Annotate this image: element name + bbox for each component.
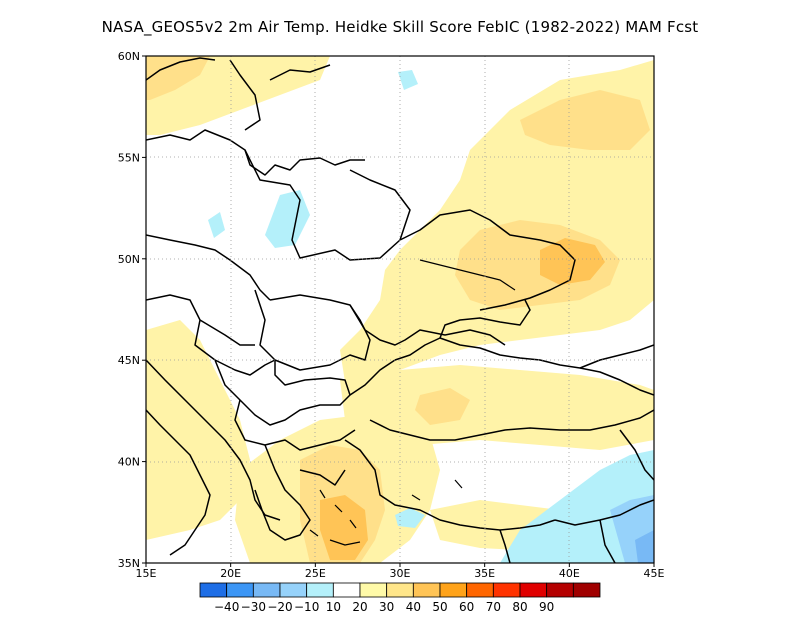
colorbar-swatch bbox=[546, 582, 574, 598]
latitude-ticks: 60N 55N 50N 45N 40N 35N bbox=[118, 50, 146, 570]
negative-area-east-turkey bbox=[500, 450, 654, 563]
negative-area-aegean-east bbox=[395, 508, 425, 528]
coastline-italy bbox=[146, 409, 211, 556]
colorbar-label: 10 bbox=[326, 600, 341, 614]
colorbar-swatch bbox=[199, 582, 228, 598]
colorbar-label: −20 bbox=[267, 600, 292, 614]
negative-area-baltic bbox=[398, 70, 418, 90]
longitude-ticks: 15E 20E 25E 30E 35E 40E 45E bbox=[136, 563, 665, 580]
coastline-scandinavia bbox=[146, 57, 331, 131]
lon-tick-label: 25E bbox=[305, 567, 326, 580]
border-russia-ukraine bbox=[399, 209, 576, 311]
colorbar-swatch bbox=[386, 582, 414, 598]
coastline-azov-crimea bbox=[439, 299, 531, 339]
colorbar-swatch bbox=[306, 582, 334, 598]
colorbar-label: 90 bbox=[539, 600, 554, 614]
colorbar-label: 30 bbox=[379, 600, 394, 614]
colorbar-swatch bbox=[279, 582, 308, 598]
lon-tick-label: 20E bbox=[220, 567, 241, 580]
colorbar-swatch bbox=[466, 582, 494, 598]
border-poland-ukraine bbox=[146, 234, 271, 301]
country-borders-layer bbox=[146, 57, 654, 563]
colorbar-label: 40 bbox=[406, 600, 421, 614]
coastline-turkey bbox=[344, 439, 556, 531]
colorbar-label: −10 bbox=[294, 600, 319, 614]
coastline-aegean-islands bbox=[309, 479, 463, 546]
colorbar-swatch bbox=[252, 582, 281, 598]
skill-area-north-upper bbox=[520, 90, 650, 150]
border-ukraine-south bbox=[269, 294, 506, 346]
map-title: NASA_GEOS5v2 2m Air Temp. Heidke Skill S… bbox=[101, 18, 699, 36]
border-lake-and-river bbox=[419, 259, 516, 291]
colorbar-swatch bbox=[572, 582, 601, 598]
coastline-baltic bbox=[146, 129, 365, 176]
colorbar-swatch bbox=[226, 582, 254, 598]
negative-area-poland bbox=[208, 212, 225, 238]
colorbar-label: 20 bbox=[352, 600, 367, 614]
coastline-adriatic bbox=[146, 359, 281, 521]
lon-tick-label: 40E bbox=[559, 567, 580, 580]
lat-tick-label: 45N bbox=[118, 354, 140, 367]
colorbar-swatch bbox=[359, 582, 388, 598]
negative-area-east-corner bbox=[635, 530, 654, 563]
colorbar-swatch bbox=[492, 582, 521, 598]
colorbar-label: 70 bbox=[486, 600, 501, 614]
lon-tick-label: 45E bbox=[644, 567, 665, 580]
lon-tick-label: 35E bbox=[474, 567, 495, 580]
lat-tick-label: 55N bbox=[118, 151, 140, 164]
colorbar-swatch bbox=[332, 582, 361, 598]
colorbar-label: −40 bbox=[214, 600, 239, 614]
colorbar bbox=[199, 582, 601, 598]
border-romania-moldova bbox=[254, 289, 371, 371]
lat-tick-label: 60N bbox=[118, 50, 140, 63]
coastline-black-sea bbox=[349, 337, 654, 441]
lat-tick-label: 50N bbox=[118, 253, 140, 266]
colorbar-label: −30 bbox=[241, 600, 266, 614]
coastline-levant bbox=[499, 529, 511, 563]
skill-fill-layer bbox=[146, 56, 654, 563]
skill-area-black-sea bbox=[340, 365, 654, 450]
colorbar-label: 50 bbox=[432, 600, 447, 614]
border-syria-iraq bbox=[554, 499, 654, 563]
lon-tick-label: 30E bbox=[390, 567, 411, 580]
gridlines bbox=[146, 56, 654, 563]
lat-tick-label: 40N bbox=[118, 456, 140, 469]
colorbar-swatch bbox=[439, 582, 468, 598]
border-balkans-a bbox=[146, 294, 276, 376]
colorbar-labels: −40 −30 −20 −10 10 20 30 40 50 60 70 80 90 bbox=[214, 600, 554, 614]
skill-area-turkey-north bbox=[415, 388, 470, 425]
skill-area-nw-corner-strong bbox=[146, 56, 210, 100]
colorbar-label: 60 bbox=[459, 600, 474, 614]
border-belarus bbox=[244, 149, 411, 261]
border-balkans-c bbox=[234, 399, 356, 451]
lon-tick-label: 15E bbox=[136, 567, 157, 580]
coastline-greece bbox=[254, 444, 346, 541]
skill-area-donbas-max bbox=[540, 238, 605, 285]
skill-area-crete-max bbox=[320, 495, 368, 560]
colorbar-swatch bbox=[412, 582, 441, 598]
colorbar-swatch bbox=[519, 582, 548, 598]
colorbar-label: 80 bbox=[512, 600, 527, 614]
skill-area-balkans-west bbox=[146, 320, 250, 540]
border-balkans-b bbox=[214, 359, 351, 426]
border-caucasus bbox=[579, 344, 654, 481]
lat-tick-label: 35N bbox=[118, 557, 140, 570]
